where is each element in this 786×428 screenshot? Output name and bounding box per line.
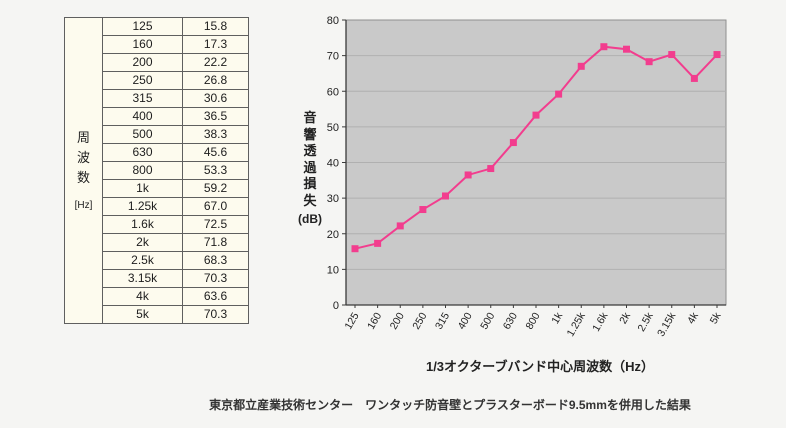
value-cell: 45.6 <box>182 143 249 162</box>
data-marker <box>396 222 404 230</box>
value-cell: 59.2 <box>182 179 249 198</box>
value-cell: 68.3 <box>182 251 249 270</box>
x-tick-label: 5k <box>708 310 724 326</box>
frequency-table-body: 周波数 [Hz] 125 15.8 160 17.3 200 22.2 250 26.8 315 30… <box>64 17 249 324</box>
data-marker <box>623 45 630 53</box>
x-tick-label: 800 <box>523 310 542 331</box>
value-cell: 63.6 <box>182 287 249 306</box>
value-cell: 71.8 <box>182 233 249 252</box>
x-tick-label: 4k <box>685 310 701 326</box>
table-row: 1.6k 72.5 <box>65 215 249 234</box>
frequency-cell: 800 <box>102 161 183 180</box>
y-tick-label: 10 <box>327 264 339 276</box>
data-marker <box>713 51 721 59</box>
x-tick-label: 2.5k <box>635 310 656 334</box>
x-tick-label: 500 <box>478 310 497 331</box>
frequency-cell: 4k <box>102 287 183 306</box>
x-tick-label: 125 <box>342 310 361 331</box>
value-cell: 17.3 <box>182 35 249 54</box>
frequency-cell: 500 <box>102 125 183 144</box>
value-cell: 53.3 <box>182 161 249 180</box>
value-cell: 26.8 <box>182 71 249 90</box>
value-cell: 15.8 <box>182 17 249 36</box>
frequency-cell: 2k <box>102 233 183 252</box>
x-axis-title: 1/3オクターブバンド中心周波数（Hz） <box>425 359 655 374</box>
y-tick-label: 30 <box>327 193 339 205</box>
x-tick-label: 2k <box>617 310 633 326</box>
x-tick-label: 250 <box>410 310 429 331</box>
y-tick-label: 60 <box>327 86 339 98</box>
y-axis-unit: (dB) <box>298 212 322 226</box>
data-marker <box>509 139 517 147</box>
value-cell: 36.5 <box>182 107 249 126</box>
data-marker <box>419 206 427 214</box>
table-row: 1k 59.2 <box>65 179 249 198</box>
value-cell: 22.2 <box>182 53 249 72</box>
value-cell: 67.0 <box>182 197 249 216</box>
x-tick-label: 1.25k <box>565 310 589 339</box>
value-cell: 72.5 <box>182 215 249 234</box>
value-cell: 38.3 <box>182 125 249 144</box>
y-axis-label: 音響透過損失 (dB) <box>293 110 327 226</box>
line-chart: 0 10 20 30 40 50 60 70 80 125 160 200 250 315 400 500 63… <box>327 15 727 339</box>
x-tick-label: 1k <box>549 310 565 326</box>
y-tick-label: 20 <box>327 229 339 241</box>
y-tick-label: 40 <box>327 158 339 170</box>
frequency-cell: 630 <box>102 143 183 162</box>
value-cell: 70.3 <box>182 269 249 288</box>
data-marker <box>690 74 698 82</box>
frequency-cell: 400 <box>102 107 183 126</box>
x-tick-label: 3.15k <box>655 310 679 339</box>
y-tick-label: 70 <box>327 51 339 63</box>
x-tick-label: 630 <box>501 310 520 331</box>
data-marker <box>374 239 382 247</box>
x-tick-label: 200 <box>388 310 407 331</box>
data-marker <box>555 90 563 98</box>
caption: 東京都立産業技術センター ワンタッチ防音壁とプラスターボード9.5mmを併用した… <box>209 398 691 412</box>
frequency-table: 周波数 [Hz] 125 15.8 160 17.3 200 22.2 250 26.8 315 30… <box>64 17 249 324</box>
frequency-cell: 160 <box>102 35 183 54</box>
frequency-cell: 125 <box>102 17 183 36</box>
y-tick-label: 50 <box>327 122 339 134</box>
table-row: 250 26.8 <box>65 71 249 90</box>
table-row: 周波数 [Hz] 125 15.8 <box>64 17 249 324</box>
x-tick-label: 400 <box>456 310 475 331</box>
y-tick-label: 0 <box>333 300 339 312</box>
x-tick-label: 160 <box>365 310 384 331</box>
x-tick-label: 315 <box>433 310 452 331</box>
x-tick-label: 1.6k <box>590 310 611 334</box>
table-row: 2.5k 68.3 <box>65 251 249 270</box>
data-marker <box>532 111 540 119</box>
data-marker <box>442 192 449 200</box>
data-marker <box>487 165 495 173</box>
frequency-cell: 200 <box>102 53 183 72</box>
data-marker <box>645 58 653 66</box>
data-marker <box>668 51 676 59</box>
frequency-cell: 5k <box>102 305 183 324</box>
frequency-cell: 3.15k <box>102 269 183 288</box>
row-header-frequency-hz: 周波数 [Hz] <box>64 17 103 324</box>
frequency-cell: 1.25k <box>102 197 183 216</box>
table-row: 5k 70.3 <box>65 305 249 324</box>
y-tick-label: 80 <box>327 15 339 27</box>
data-marker <box>577 62 585 70</box>
value-cell: 70.3 <box>182 305 249 324</box>
table-row: 400 36.5 <box>65 107 249 126</box>
frequency-cell: 250 <box>102 71 183 90</box>
frequency-cell: 2.5k <box>102 251 183 270</box>
frequency-cell: 1.6k <box>102 215 183 234</box>
table-row: 800 53.3 <box>65 161 249 180</box>
data-marker <box>600 43 608 51</box>
data-marker <box>464 171 472 179</box>
table-row: 1.25k 67.0 <box>65 197 249 216</box>
table-row: 630 45.6 <box>65 143 249 162</box>
frequency-cell: 1k <box>102 179 183 198</box>
data-marker <box>351 245 359 253</box>
value-cell: 30.6 <box>182 89 249 108</box>
frequency-cell: 315 <box>102 89 183 108</box>
